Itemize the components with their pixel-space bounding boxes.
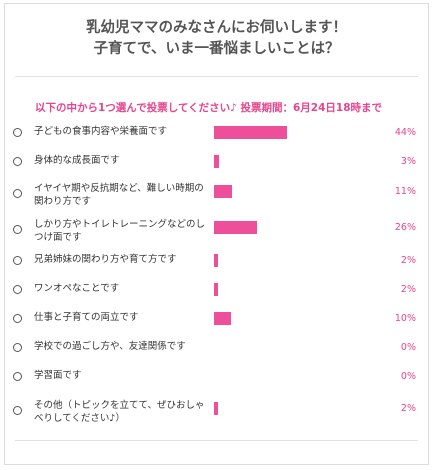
poll-option-percent: 11%: [394, 186, 416, 197]
poll-option-label: 身体的な成長面です: [34, 155, 120, 166]
poll-option-label: 学校での過ごし方や、友達関係です: [34, 341, 186, 352]
poll-option-percent: 44%: [394, 127, 416, 138]
poll-option-label: しかり方やトイレトレーニングなどのしつけ面です: [34, 219, 206, 243]
poll-option-label: 子どもの食事内容や栄養面です: [34, 126, 168, 137]
poll-option-radio[interactable]: [13, 256, 22, 265]
poll-option-percent: 2%: [400, 403, 416, 414]
poll-instruction: 以下の中から1つ選んで投票してください♪ 投票期間：6月24日18時まで: [35, 102, 383, 114]
poll-option-bar: [214, 283, 218, 296]
poll-option-radio[interactable]: [13, 372, 22, 381]
poll-title: 乳幼児ママのみなさんにお伺いします！ 子育てで、いま一番悩ましいことは？: [5, 18, 428, 60]
poll-option-radio[interactable]: [13, 128, 22, 137]
poll-option-bar: [214, 221, 258, 234]
poll-option-label: 学習面です: [34, 370, 82, 381]
poll-option-bar: [214, 126, 288, 139]
poll-option-bar: [214, 155, 219, 168]
title-divider: [15, 76, 418, 77]
poll-option-radio[interactable]: [13, 343, 22, 352]
poll-option-radio[interactable]: [13, 189, 22, 198]
poll-option-bar: [214, 185, 233, 198]
poll-card: 乳幼児ママのみなさんにお伺いします！ 子育てで、いま一番悩ましいことは？ 以下の…: [4, 3, 429, 465]
poll-option-label: ワンオペなことです: [34, 283, 120, 294]
poll-option-bar: [214, 312, 231, 325]
poll-option-radio[interactable]: [13, 225, 22, 234]
poll-option-percent: 10%: [394, 313, 416, 324]
poll-option-label: 兄弟姉妹の関わり方や育て方です: [34, 254, 177, 265]
poll-option-percent: 2%: [400, 284, 416, 295]
poll-option-radio[interactable]: [13, 285, 22, 294]
poll-option-radio[interactable]: [13, 157, 22, 166]
poll-option-percent: 3%: [400, 156, 416, 167]
poll-option-radio[interactable]: [13, 406, 22, 415]
poll-option-bar: [214, 254, 218, 267]
poll-option-percent: 0%: [400, 371, 416, 382]
poll-option-label: イヤイヤ期や反抗期など、難しい時期の関わり方です: [34, 183, 204, 207]
poll-option-label: 仕事と子育ての両立です: [34, 312, 139, 323]
poll-option-percent: 0%: [400, 342, 416, 353]
poll-option-percent: 2%: [400, 255, 416, 266]
poll-option-percent: 26%: [394, 222, 416, 233]
poll-option-label: その他（トピックを立てて、ぜひおしゃべりしてください♪）: [34, 400, 205, 424]
bottom-divider: [15, 440, 418, 441]
poll-title-line1: 乳幼児ママのみなさんにお伺いします！: [86, 20, 347, 36]
poll-option-radio[interactable]: [13, 314, 22, 323]
poll-option-bar: [214, 402, 218, 415]
poll-title-line2: 子育てで、いま一番悩ましいことは？: [93, 41, 340, 57]
